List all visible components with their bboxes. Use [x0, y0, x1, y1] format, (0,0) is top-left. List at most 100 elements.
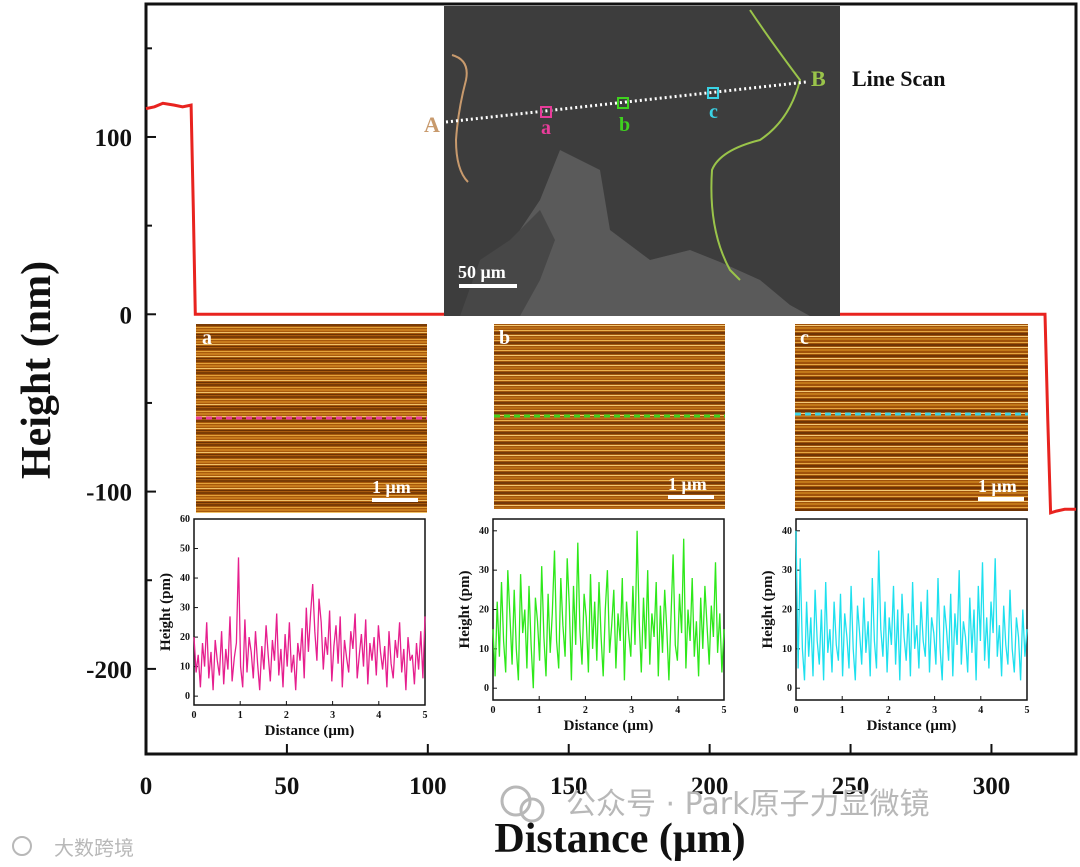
main-y-tick-label: -200 [86, 657, 132, 684]
profile-c-x-tick-label: 2 [886, 705, 891, 716]
endpoint-b-label: B [811, 66, 826, 91]
profile-c-y-tick-label: 40 [782, 526, 792, 537]
main-x-ticks: 0 50 100 150 200 250 300 [140, 744, 1010, 800]
main-y-axis-label: Height (nm) [14, 261, 60, 479]
main-plot-frame [144, 2, 1078, 756]
main-y-ticks: -200 -100 0 100 [86, 47, 156, 684]
endpoint-a-label: A [424, 112, 440, 137]
afm-c-scale-bar [978, 497, 1024, 501]
profile-a-x-tick-label: 2 [284, 710, 289, 721]
optical-scale-label: 50 μm [458, 262, 506, 282]
profile-c-y-tick-label: 20 [782, 605, 792, 616]
profile-b-x-label: Distance (μm) [564, 718, 654, 734]
wechat-watermark-text: 公众号 · Park原子力显微镜 [566, 787, 929, 822]
profile-a-y-tick-label: 30 [180, 603, 190, 614]
profile-c-line [795, 530, 1028, 681]
afm-image-c-texture [795, 324, 1028, 511]
profile-a-y-tick-label: 40 [180, 573, 190, 584]
profile-a-line [193, 557, 426, 691]
afm-b-scale-bar [668, 495, 714, 499]
corner-logo-icon [12, 836, 32, 856]
profile-a-x-tick-label: 3 [330, 710, 335, 721]
profile-b-y-tick-label: 0 [484, 683, 489, 694]
profile-b-x-tick-label: 5 [722, 705, 727, 716]
afm-b-label: b [499, 327, 510, 349]
profile-c-y-label: Height (pm) [760, 571, 776, 649]
profile-b-y-tick-label: 30 [479, 565, 489, 576]
marker-b [617, 97, 629, 109]
profile-a-y-tick-label: 20 [180, 632, 190, 643]
profile-a-x-tick-label: 0 [192, 710, 197, 721]
height-profile-line [145, 101, 1076, 515]
profile-c-x-tick-label: 1 [840, 705, 845, 716]
profile-c-y-tick-label: 10 [782, 644, 792, 655]
profile-a-y-tick-label: 10 [180, 662, 190, 673]
wechat-icon [500, 785, 532, 817]
main-x-tick-label: 0 [140, 773, 153, 800]
profile-plot-c: 0 1 2 3 4 5 0 10 20 30 40 Distance (μm) Height (pm) [760, 518, 1030, 734]
main-x-tick-label: 200 [691, 773, 729, 800]
profile-c-x-tick-label: 3 [932, 705, 937, 716]
profile-c-x-label: Distance (μm) [867, 718, 957, 734]
afm-c-scale-label: 1 μm [978, 476, 1017, 496]
profile-c-x-tick-label: 5 [1025, 705, 1030, 716]
profile-c-y-tick-label: 0 [787, 683, 792, 694]
corner-watermark: 大数跨境 [12, 836, 134, 860]
afm-b-scale-label: 1 μm [668, 474, 707, 494]
profile-b-x-tick-label: 2 [583, 705, 588, 716]
afm-image-c: c 1 μm [795, 324, 1028, 511]
main-x-tick-label: 150 [550, 773, 588, 800]
profile-a-y-tick-label: 60 [180, 514, 190, 525]
profile-b-y-tick-label: 40 [479, 526, 489, 537]
profile-a-x-tick-label: 1 [238, 710, 243, 721]
main-y-tick-label: 0 [120, 302, 133, 329]
profile-plot-b: 0 1 2 3 4 5 0 10 20 30 40 Distance (μm) Height (pm) [457, 518, 727, 734]
boundary-left [451, 54, 469, 183]
main-x-tick-label: 100 [409, 773, 447, 800]
marker-a-label: a [541, 117, 551, 139]
main-x-tick-label: 50 [274, 773, 299, 800]
optical-image-inset: a b c A B 50 μm [424, 6, 840, 316]
profile-a-y-tick-label: 0 [185, 691, 190, 702]
profile-b-x-tick-label: 3 [629, 705, 634, 716]
corner-watermark-text: 大数跨境 [54, 836, 134, 860]
afm-a-label: a [202, 327, 212, 349]
profile-b-line [492, 530, 725, 689]
profile-a-x-tick-label: 5 [423, 710, 428, 721]
marker-a [540, 106, 552, 118]
profile-b-x-tick-label: 4 [675, 705, 680, 716]
main-x-axis-label: Distance (μm) [494, 816, 745, 862]
afm-image-a: a 1 μm [196, 324, 427, 513]
profile-a-y-tick-label: 50 [180, 544, 190, 555]
profile-b-y-tick-label: 10 [479, 644, 489, 655]
scan-line [445, 80, 807, 124]
afm-image-b: b 1 μm [494, 324, 725, 509]
profile-c-x-tick-label: 4 [978, 705, 983, 716]
afm-c-label: c [800, 327, 809, 349]
main-y-tick-label: -100 [86, 480, 132, 507]
profile-b-x-tick-label: 1 [537, 705, 542, 716]
profile-b-x-tick-label: 0 [491, 705, 496, 716]
profile-b-y-tick-label: 20 [479, 605, 489, 616]
afm-a-scale-label: 1 μm [372, 477, 411, 497]
profile-a-x-tick-label: 4 [376, 710, 381, 721]
optical-scale-bar [459, 284, 517, 288]
profile-a-frame [193, 518, 426, 706]
boundary-right [710, 9, 802, 281]
profile-c-x-tick-label: 0 [794, 705, 799, 716]
profile-b-y-label: Height (pm) [457, 571, 473, 649]
profile-a-y-label: Height (pm) [158, 573, 174, 651]
profile-a-x-label: Distance (μm) [265, 723, 355, 739]
wechat-icon-bubble [519, 797, 545, 823]
afm-a-scale-bar [372, 498, 418, 502]
main-x-tick-label: 250 [832, 773, 870, 800]
line-scan-label: Line Scan [852, 66, 946, 91]
profile-c-y-tick-label: 30 [782, 565, 792, 576]
marker-c-label: c [709, 101, 718, 123]
main-y-tick-label: 100 [95, 125, 133, 152]
marker-b-label: b [619, 114, 630, 136]
wechat-watermark: 公众号 · Park原子力显微镜 [500, 785, 929, 823]
optical-image-shadow [460, 210, 555, 316]
